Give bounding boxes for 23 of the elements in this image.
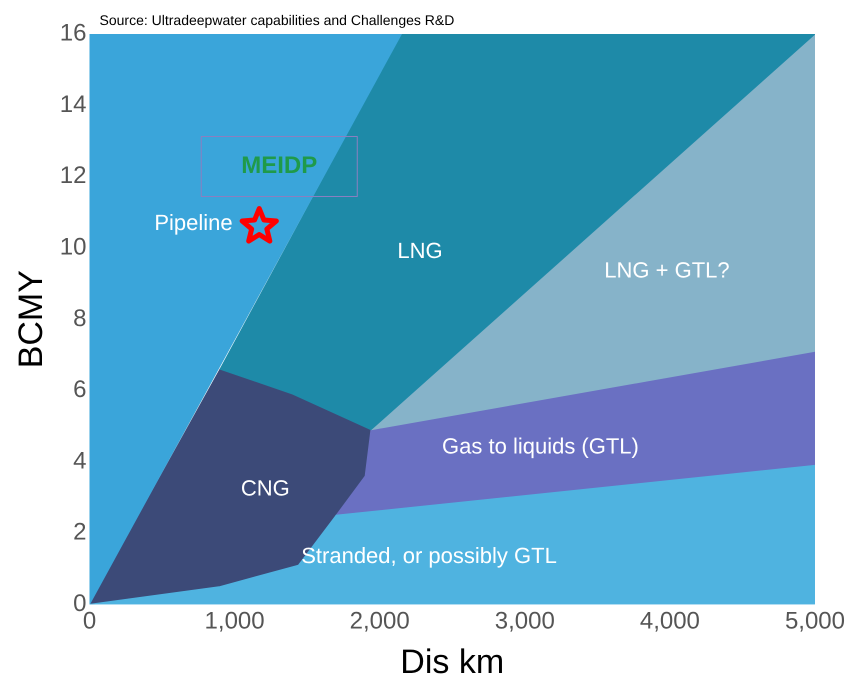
y-tick-label: 8 — [73, 304, 86, 332]
series-label: Pipeline — [154, 210, 233, 236]
source-note: Source: Ultradeepwater capabilities and Challenges R&D — [99, 12, 454, 28]
series-label: Stranded, or possibly GTL — [301, 542, 557, 568]
series-label: Gas to liquids (GTL) — [442, 434, 639, 459]
series-label: LNG + GTL? — [604, 258, 730, 283]
y-tick-label: 14 — [60, 90, 86, 118]
y-tick-label: 16 — [60, 20, 86, 47]
x-tick-label: 5,000 — [784, 607, 845, 634]
series-label: LNG — [397, 238, 443, 264]
x-tick-label: 2,000 — [350, 607, 410, 634]
series-label: CNG — [240, 475, 290, 500]
x-tick-label: 1,000 — [204, 607, 265, 634]
y-tick-label: 6 — [73, 376, 86, 404]
y-tick-label: 12 — [60, 162, 86, 190]
y-axis-title: BCMY — [12, 270, 50, 368]
x-tick-label: 3,000 — [494, 607, 555, 634]
x-axis-title: Dis km — [400, 642, 504, 681]
annotation: MEIDP — [241, 152, 318, 180]
y-tick-label: 4 — [73, 447, 86, 474]
y-tick-label: 2 — [73, 518, 86, 546]
y-tick-label: 10 — [60, 234, 86, 261]
x-tick-label: 4,000 — [640, 607, 700, 634]
